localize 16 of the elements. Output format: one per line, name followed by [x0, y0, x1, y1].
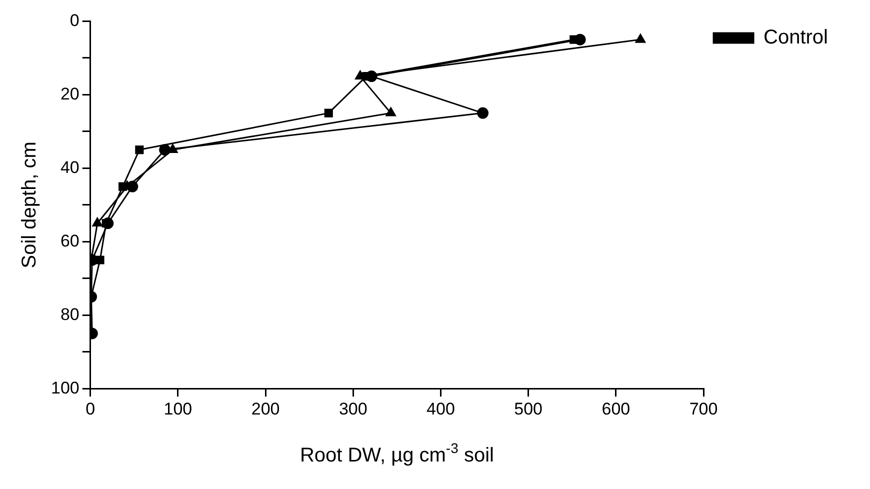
y-tick-label: 60: [60, 231, 80, 250]
x-tick-label: 200: [251, 399, 280, 418]
x-tick-label: 400: [426, 399, 455, 418]
x-tick-label: 300: [338, 399, 368, 418]
x-tick-label: 0: [86, 399, 96, 418]
y-tick-label: 0: [70, 10, 80, 30]
legend-label: Control: [764, 26, 828, 49]
y-tick-label: 100: [50, 378, 80, 398]
x-tick-label: 700: [689, 399, 718, 418]
x-tick-label: 500: [514, 399, 543, 418]
y-tick-label: 80: [60, 304, 80, 324]
x-tick-label: 600: [602, 399, 630, 418]
y-tick-label: 40: [60, 158, 80, 177]
x-tick-label: 100: [164, 399, 192, 418]
y-axis-title: Soil depth, cm: [18, 142, 41, 268]
y-tick-label: 20: [60, 84, 80, 104]
